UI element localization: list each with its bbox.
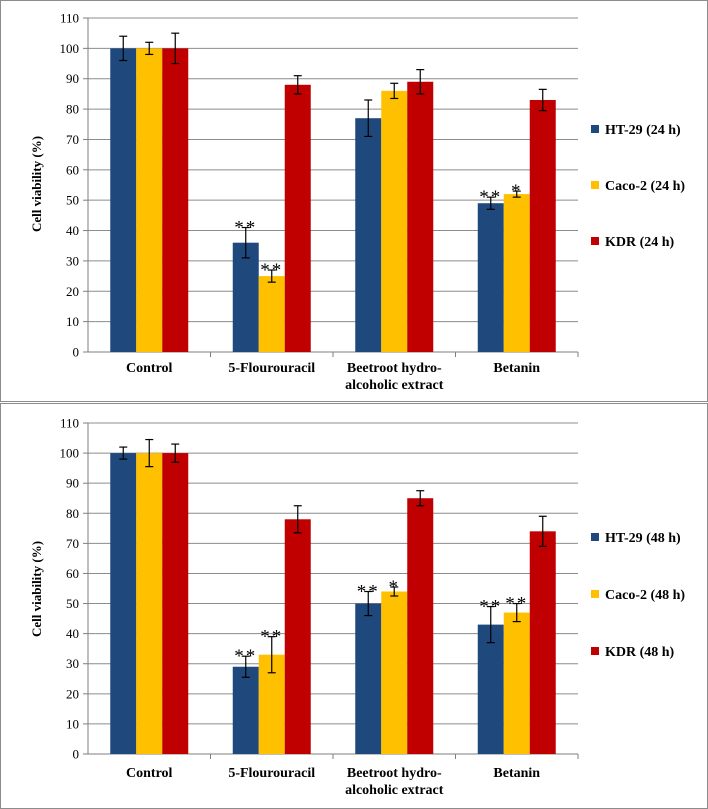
y-tick-label: 110 — [60, 416, 79, 431]
bar-ht-29-48-h-2 — [355, 603, 382, 754]
bar-ht-29-24-h-2 — [355, 118, 382, 352]
y-tick-label: 0 — [73, 345, 80, 360]
y-tick-label: 0 — [73, 747, 80, 762]
bar-kdr-48-h-2 — [407, 498, 434, 754]
y-tick-label: 30 — [66, 253, 79, 268]
y-tick-label: 20 — [66, 686, 79, 701]
x-category-label: Beetroot hydro- — [347, 361, 442, 376]
y-tick-label: 50 — [66, 596, 79, 611]
legend-swatch — [591, 181, 599, 189]
bar-ht-29-24-h-1 — [232, 242, 259, 352]
legend-entry: KDR (48 h) — [605, 645, 675, 660]
significance-marker: ** — [260, 260, 283, 281]
x-category-label: alcoholic extract — [345, 378, 444, 393]
x-category-label: Betanin — [493, 766, 540, 781]
y-tick-label: 20 — [66, 284, 79, 299]
bar-kdr-24-h-2 — [407, 81, 434, 352]
bar-kdr-24-h-3 — [529, 99, 556, 353]
bar-chart-24h: 0 10 20 30 40 50 60 70 80 90 100 110 Cell viability … — [29, 11, 685, 394]
x-category-label: Betanin — [493, 361, 540, 376]
significance-marker: ** — [260, 627, 283, 648]
significance-marker: ** — [479, 597, 502, 618]
bar-kdr-24-h-1 — [284, 84, 311, 353]
x-category-label: Beetroot hydro- — [347, 766, 442, 781]
legend-swatch — [591, 590, 599, 598]
legend-entry: HT-29 (24 h) — [605, 123, 681, 138]
bar-caco-2-24-h-0 — [136, 48, 163, 352]
x-category-label: alcoholic extract — [345, 783, 444, 798]
bar-caco-2-48-h-0 — [136, 453, 163, 754]
bar-caco-2-24-h-1 — [258, 276, 285, 352]
x-category-label: Control — [126, 361, 173, 376]
bar-ht-29-48-h-1 — [232, 666, 259, 754]
y-tick-label: 10 — [66, 716, 79, 731]
y-tick-label: 90 — [66, 476, 79, 491]
significance-marker: * — [389, 577, 401, 598]
y-tick-label: 70 — [66, 132, 79, 147]
legend-entry: KDR (24 h) — [605, 235, 675, 250]
bar-ht-29-24-h-3 — [477, 203, 504, 352]
legend-entry: Caco-2 (48 h) — [605, 588, 685, 603]
x-category-label: 5-Flourouracil — [228, 361, 315, 376]
legend-swatch — [591, 533, 599, 541]
bar-ht-29-48-h-3 — [477, 624, 504, 754]
bar-kdr-48-h-1 — [284, 519, 311, 754]
x-category-label: 5-Flourouracil — [228, 766, 315, 781]
y-tick-label: 100 — [60, 446, 80, 461]
bar-caco-2-24-h-3 — [503, 194, 530, 352]
y-tick-label: 10 — [66, 314, 79, 329]
y-tick-label: 30 — [66, 656, 79, 671]
legend-entry: Caco-2 (24 h) — [605, 179, 685, 194]
bar-ht-29-48-h-0 — [110, 453, 137, 754]
significance-marker: ** — [357, 582, 380, 603]
y-tick-label: 110 — [60, 11, 79, 26]
y-tick-label: 80 — [66, 102, 79, 117]
y-tick-label: 90 — [66, 71, 79, 86]
significance-marker: ** — [234, 646, 257, 667]
chart-panel-48h: 0 10 20 30 40 50 60 70 80 90 100 110 Cell viability … — [0, 403, 708, 809]
significance-marker: * — [511, 181, 523, 202]
legend-swatch — [591, 647, 599, 655]
x-category-label: Control — [126, 766, 173, 781]
y-tick-label: 60 — [66, 566, 79, 581]
bar-chart-48h: 0 10 20 30 40 50 60 70 80 90 100 110 Cell viability … — [29, 416, 685, 799]
y-tick-label: 50 — [66, 193, 79, 208]
chart-panel-24h: 0 10 20 30 40 50 60 70 80 90 100 110 Cell viability … — [0, 0, 708, 402]
significance-marker: ** — [505, 594, 528, 615]
bar-kdr-48-h-0 — [162, 453, 189, 754]
bar-kdr-24-h-0 — [162, 48, 189, 352]
legend-swatch — [591, 125, 599, 133]
bar-caco-2-48-h-3 — [503, 612, 530, 754]
y-tick-label: 70 — [66, 536, 79, 551]
legend-entry: HT-29 (48 h) — [605, 531, 681, 546]
y-tick-label: 80 — [66, 506, 79, 521]
y-tick-label: 100 — [60, 41, 80, 56]
y-tick-label: 40 — [66, 626, 79, 641]
significance-marker: ** — [234, 218, 257, 239]
bar-caco-2-48-h-2 — [381, 591, 408, 754]
legend-swatch — [591, 237, 599, 245]
y-axis-label: Cell viability (%) — [29, 136, 44, 232]
significance-marker: ** — [479, 187, 502, 208]
bar-ht-29-24-h-0 — [110, 48, 137, 352]
bar-kdr-48-h-3 — [529, 531, 556, 754]
bar-caco-2-24-h-2 — [381, 90, 408, 352]
y-axis-label: Cell viability (%) — [29, 541, 44, 637]
y-tick-label: 60 — [66, 162, 79, 177]
y-tick-label: 40 — [66, 223, 79, 238]
